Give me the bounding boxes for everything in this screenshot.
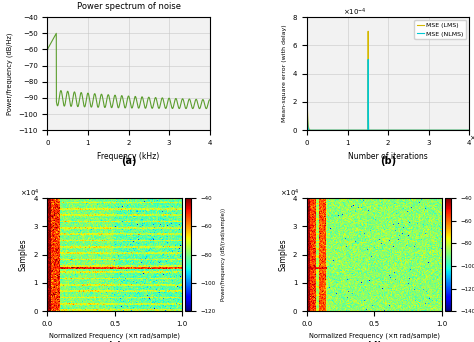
Text: (d): (d) — [366, 341, 383, 342]
MSE (LMS) — [352, 128, 358, 132]
MSE (LMS) — [408, 128, 413, 132]
Line: MSE (NLMS): MSE (NLMS) — [307, 60, 469, 130]
Y-axis label: Mean-square error (with delay): Mean-square error (with delay) — [282, 25, 287, 122]
MSE (LMS) — [426, 128, 432, 132]
Title: Power spectrum of noise: Power spectrum of noise — [76, 2, 181, 11]
MSE (NLMS) — [313, 128, 319, 132]
X-axis label: Normalized Frequency (×π rad/sample): Normalized Frequency (×π rad/sample) — [309, 332, 440, 339]
X-axis label: Frequency (kHz): Frequency (kHz) — [97, 152, 160, 160]
MSE (LMS) — [379, 128, 384, 132]
Text: $\times10^{4}$: $\times10^{4}$ — [469, 133, 474, 144]
MSE (NLMS) — [388, 128, 394, 132]
Text: (c): (c) — [107, 341, 122, 342]
MSE (LMS) — [308, 128, 313, 132]
X-axis label: Number of iterations: Number of iterations — [348, 152, 428, 160]
MSE (NLMS) — [466, 128, 472, 132]
MSE (NLMS) — [379, 128, 384, 132]
MSE (LMS) — [304, 86, 310, 90]
MSE (NLMS) — [304, 89, 310, 93]
Y-axis label: Power/frequency (dB/Hz): Power/frequency (dB/Hz) — [6, 32, 13, 115]
Legend: MSE (LMS), MSE (NLMS): MSE (LMS), MSE (NLMS) — [414, 20, 466, 39]
MSE (NLMS) — [426, 128, 432, 132]
X-axis label: Normalized Frequency (×π rad/sample): Normalized Frequency (×π rad/sample) — [49, 332, 180, 339]
MSE (NLMS) — [408, 128, 413, 132]
Text: $\times10^{4}$: $\times10^{4}$ — [20, 188, 40, 199]
MSE (NLMS) — [307, 128, 312, 132]
Text: (a): (a) — [121, 156, 137, 166]
Text: $\times10^{-4}$: $\times10^{-4}$ — [343, 7, 366, 18]
Y-axis label: Samples: Samples — [278, 238, 287, 271]
Y-axis label: Power/frequency (dB/(rad/sample)): Power/frequency (dB/(rad/sample)) — [221, 208, 227, 301]
Y-axis label: Samples: Samples — [18, 238, 27, 271]
MSE (NLMS) — [365, 57, 371, 62]
MSE (LMS) — [313, 128, 319, 132]
MSE (LMS) — [365, 29, 371, 33]
Text: $\times10^{4}$: $\times10^{4}$ — [280, 188, 300, 199]
MSE (LMS) — [466, 128, 472, 132]
Line: MSE (LMS): MSE (LMS) — [307, 31, 469, 130]
Text: (b): (b) — [380, 156, 396, 166]
MSE (LMS) — [388, 128, 394, 132]
MSE (NLMS) — [352, 128, 358, 132]
